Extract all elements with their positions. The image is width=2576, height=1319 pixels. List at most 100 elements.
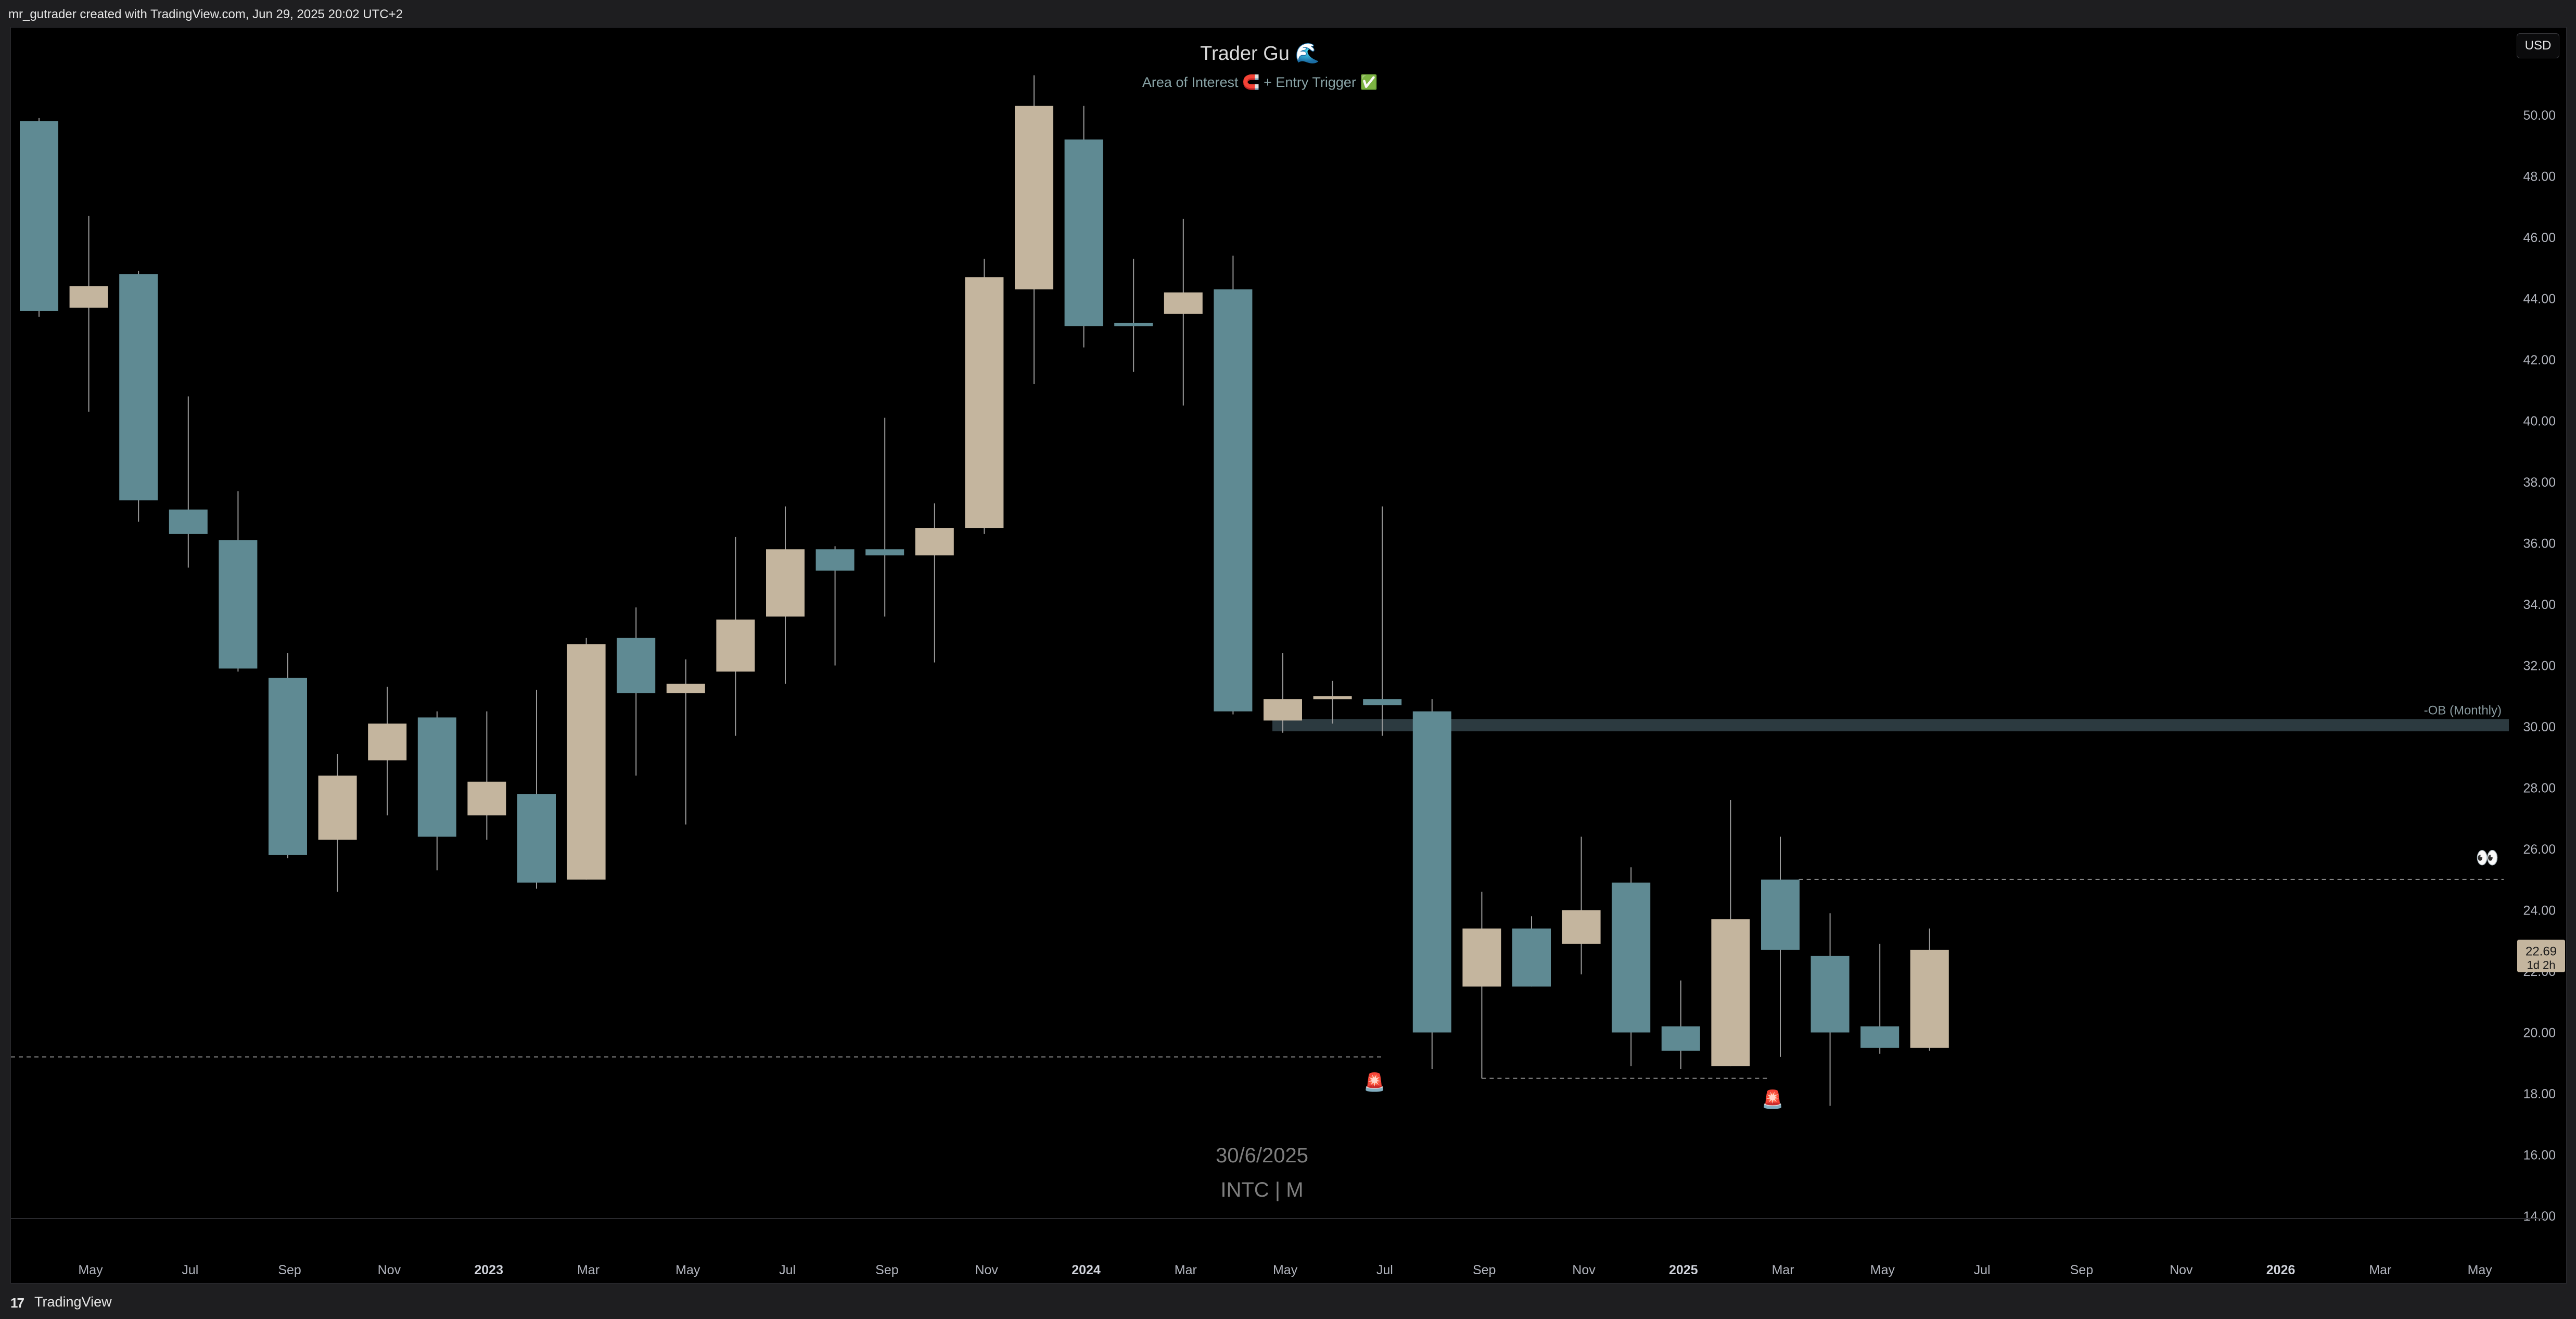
candle-body[interactable] <box>1214 289 1253 712</box>
candle-body[interactable] <box>1711 919 1750 1067</box>
candle-body[interactable] <box>1661 1026 1700 1051</box>
x-axis-tick-label: 2026 <box>2266 1263 2296 1277</box>
candle-body[interactable] <box>567 644 606 880</box>
ob-zone-label: -OB (Monthly) <box>2424 703 2502 717</box>
x-axis-tick-label: 2023 <box>474 1263 503 1277</box>
chart-title: Trader Gu 🌊 <box>1200 42 1320 65</box>
x-axis-tick-label: Sep <box>2070 1263 2093 1277</box>
candle-body[interactable] <box>1114 323 1153 326</box>
x-axis-tick-label: Jul <box>182 1263 198 1277</box>
y-axis-tick-label: 16.00 <box>2523 1148 2556 1163</box>
candle-body[interactable] <box>1512 928 1551 987</box>
candle-body[interactable] <box>219 540 258 669</box>
x-axis-tick-label: Mar <box>1175 1263 1197 1277</box>
candle-body[interactable] <box>666 683 705 693</box>
candle-body[interactable] <box>119 274 158 501</box>
candle-body[interactable] <box>1612 882 1651 1033</box>
candle-body[interactable] <box>1860 1026 1899 1048</box>
candle-body[interactable] <box>915 528 954 555</box>
candle-body[interactable] <box>865 549 904 555</box>
currency-button[interactable]: USD <box>2517 33 2559 58</box>
candle-body[interactable] <box>1462 928 1501 987</box>
candle-body[interactable] <box>1164 292 1203 314</box>
chart-subtitle: Area of Interest 🧲 + Entry Trigger ✅ <box>1142 74 1378 90</box>
candle-body[interactable] <box>517 794 556 883</box>
x-axis-tick-label: Sep <box>875 1263 898 1277</box>
x-axis-tick-label: 2025 <box>1669 1263 1698 1277</box>
candle-body[interactable] <box>617 638 656 693</box>
y-axis-tick-label: 42.00 <box>2523 353 2556 367</box>
y-axis-tick-label: 32.00 <box>2523 659 2556 674</box>
candle-body[interactable] <box>965 277 1004 528</box>
y-axis-tick-label: 28.00 <box>2523 781 2556 796</box>
y-axis-tick-label: 24.00 <box>2523 904 2556 918</box>
footer-bar <box>0 1284 2576 1319</box>
alarm-marker-icon: 🚨 <box>1762 1089 1783 1110</box>
candle-body[interactable] <box>766 549 805 617</box>
chart-pane[interactable]: 50.00 48.00 46.00 44.00 42.00 40.00 38.00 36.00… <box>10 27 2567 1284</box>
attribution-bar: mr_gutrader created with TradingView.com… <box>0 0 2576 27</box>
candle-body[interactable] <box>368 724 407 760</box>
candle-body[interactable] <box>815 549 855 571</box>
x-axis-tick-label: Nov <box>2170 1263 2193 1277</box>
y-axis-tick-label: 36.00 <box>2523 537 2556 551</box>
y-axis-tick-label: 18.00 <box>2523 1087 2556 1101</box>
x-axis-tick-label: Nov <box>975 1263 998 1277</box>
candle-body[interactable] <box>1761 879 1800 950</box>
candle-body[interactable] <box>716 619 755 672</box>
candle-body[interactable] <box>69 286 108 308</box>
x-axis-tick-label: Jul <box>779 1263 796 1277</box>
candle-body[interactable] <box>1363 699 1402 705</box>
y-axis-tick-label: 14.00 <box>2523 1209 2556 1224</box>
candle-body[interactable] <box>1064 139 1103 326</box>
x-axis-tick-label: May <box>78 1263 103 1277</box>
y-axis-tick-label: 46.00 <box>2523 231 2556 245</box>
candle-body[interactable] <box>20 121 58 311</box>
candle-body[interactable] <box>1910 949 1949 1048</box>
candle-body[interactable] <box>1264 699 1302 721</box>
y-axis-tick-label: 44.00 <box>2523 292 2556 307</box>
candle-body[interactable] <box>269 678 307 855</box>
tradingview-logo-icon: 17 <box>10 1295 24 1311</box>
x-axis-tick-label: Nov <box>1572 1263 1596 1277</box>
candle-body[interactable] <box>1015 106 1053 289</box>
x-axis-tick-label: 2024 <box>1072 1263 1101 1277</box>
x-axis-tick-label: May <box>675 1263 700 1277</box>
last-price-value: 22.69 <box>2526 944 2557 958</box>
candle-body[interactable] <box>1810 956 1850 1033</box>
last-price-badge <box>2517 940 2565 972</box>
candle-body[interactable] <box>1562 910 1601 944</box>
x-axis-tick-label: Sep <box>1473 1263 1496 1277</box>
candle-body[interactable] <box>1313 696 1352 700</box>
watermark-date: 30/6/2025 <box>1216 1144 1308 1167</box>
y-axis-tick-label: 50.00 <box>2523 108 2556 123</box>
y-axis-tick-label: 20.00 <box>2523 1026 2556 1041</box>
y-axis-tick-label: 40.00 <box>2523 414 2556 429</box>
x-axis-tick-label: May <box>2468 1263 2493 1277</box>
y-axis-tick-label: 34.00 <box>2523 598 2556 612</box>
watermark-symbol: INTC | M <box>1220 1178 1303 1201</box>
y-axis-tick-label: 26.00 <box>2523 842 2556 857</box>
y-axis-tick-label: 48.00 <box>2523 170 2556 184</box>
candlestick-chart[interactable]: 50.00 48.00 46.00 44.00 42.00 40.00 38.00 36.00… <box>11 28 2566 1283</box>
candle-body[interactable] <box>1412 711 1451 1033</box>
y-axis-tick-label: 30.00 <box>2523 720 2556 734</box>
x-axis-tick-label: May <box>1870 1263 1895 1277</box>
y-axis-tick-label: 38.00 <box>2523 475 2556 490</box>
x-axis-tick-label: Nov <box>378 1263 401 1277</box>
last-price-countdown: 1d 2h <box>2527 958 2555 971</box>
candle-body[interactable] <box>467 781 506 816</box>
attribution-text: mr_gutrader created with TradingView.com… <box>8 7 403 21</box>
candle-body[interactable] <box>169 509 208 534</box>
x-axis-tick-label: May <box>1273 1263 1298 1277</box>
tradingview-brand: TradingView <box>34 1294 112 1310</box>
x-axis-tick-label: Mar <box>2369 1263 2391 1277</box>
x-axis-tick-label: Jul <box>1974 1263 1991 1277</box>
alarm-marker-icon: 🚨 <box>1363 1072 1385 1093</box>
x-axis-tick-label: Mar <box>577 1263 600 1277</box>
ob-zone <box>1272 719 2509 731</box>
candle-body[interactable] <box>417 717 456 837</box>
x-axis-tick-label: Jul <box>1376 1263 1393 1277</box>
eyes-marker-icon: 👀 <box>2476 847 2499 869</box>
candle-body[interactable] <box>318 776 357 840</box>
